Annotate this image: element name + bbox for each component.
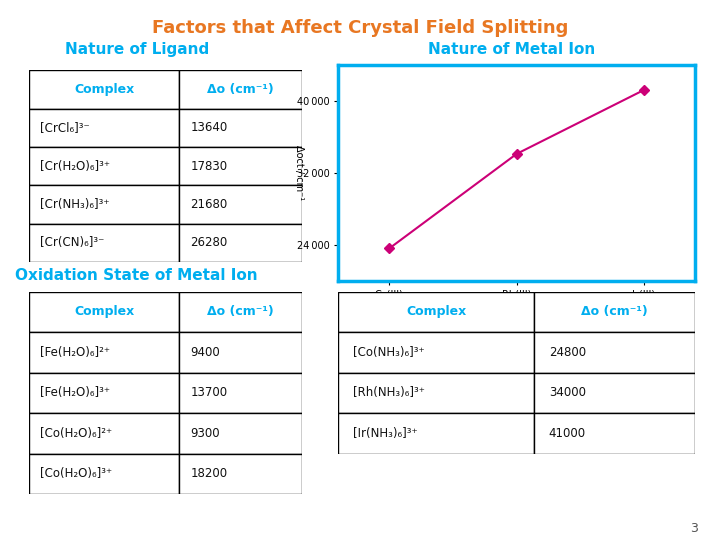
- Text: 13640: 13640: [190, 121, 228, 134]
- Text: Complex: Complex: [74, 305, 134, 319]
- FancyBboxPatch shape: [179, 147, 302, 185]
- FancyBboxPatch shape: [534, 332, 695, 373]
- FancyBboxPatch shape: [29, 147, 179, 185]
- FancyBboxPatch shape: [29, 70, 179, 109]
- Text: Nature of Ligand: Nature of Ligand: [65, 42, 209, 57]
- Text: Δo (cm⁻¹): Δo (cm⁻¹): [581, 305, 648, 319]
- Text: 34000: 34000: [549, 386, 585, 400]
- FancyBboxPatch shape: [179, 292, 302, 332]
- FancyBboxPatch shape: [338, 373, 534, 413]
- FancyBboxPatch shape: [29, 413, 179, 454]
- Text: 9400: 9400: [190, 346, 220, 359]
- FancyBboxPatch shape: [179, 454, 302, 494]
- FancyBboxPatch shape: [179, 413, 302, 454]
- Text: Complex: Complex: [74, 83, 134, 96]
- Text: Δo (cm⁻¹): Δo (cm⁻¹): [207, 83, 274, 96]
- Text: [Co(H₂O)₆]²⁺: [Co(H₂O)₆]²⁺: [40, 427, 112, 440]
- Text: [CrCl₆]³⁻: [CrCl₆]³⁻: [40, 121, 89, 134]
- Y-axis label: Δoct / cm⁻¹: Δoct / cm⁻¹: [294, 145, 304, 200]
- FancyBboxPatch shape: [179, 373, 302, 413]
- Text: Nature of Metal Ion: Nature of Metal Ion: [428, 42, 595, 57]
- Text: [Rh(NH₃)₆]³⁺: [Rh(NH₃)₆]³⁺: [353, 386, 425, 400]
- Text: Oxidation State of Metal Ion: Oxidation State of Metal Ion: [16, 268, 258, 284]
- Text: 9300: 9300: [190, 427, 220, 440]
- FancyBboxPatch shape: [29, 292, 179, 332]
- FancyBboxPatch shape: [338, 292, 534, 332]
- FancyBboxPatch shape: [534, 373, 695, 413]
- FancyBboxPatch shape: [29, 332, 179, 373]
- Text: Complex: Complex: [406, 305, 467, 319]
- Text: [Cr(NH₃)₆]³⁺: [Cr(NH₃)₆]³⁺: [40, 198, 109, 211]
- Text: [Co(H₂O)₆]³⁺: [Co(H₂O)₆]³⁺: [40, 467, 112, 481]
- Text: 18200: 18200: [190, 467, 228, 481]
- Text: 26280: 26280: [190, 236, 228, 249]
- Text: 13700: 13700: [190, 386, 228, 400]
- Text: Factors that Affect Crystal Field Splitting: Factors that Affect Crystal Field Splitt…: [152, 19, 568, 37]
- FancyBboxPatch shape: [534, 292, 695, 332]
- Text: [Fe(H₂O)₆]²⁺: [Fe(H₂O)₆]²⁺: [40, 346, 109, 359]
- Text: [Co(NH₃)₆]³⁺: [Co(NH₃)₆]³⁺: [353, 346, 424, 359]
- FancyBboxPatch shape: [534, 413, 695, 454]
- Text: [Cr(CN)₆]³⁻: [Cr(CN)₆]³⁻: [40, 236, 104, 249]
- FancyBboxPatch shape: [179, 224, 302, 262]
- FancyBboxPatch shape: [179, 185, 302, 224]
- FancyBboxPatch shape: [338, 413, 534, 454]
- Text: Group 9 metal centre: Group 9 metal centre: [464, 320, 569, 330]
- Text: 3: 3: [690, 522, 698, 535]
- FancyBboxPatch shape: [29, 185, 179, 224]
- FancyBboxPatch shape: [29, 454, 179, 494]
- Text: [Cr(H₂O)₆]³⁺: [Cr(H₂O)₆]³⁺: [40, 159, 109, 173]
- FancyBboxPatch shape: [29, 373, 179, 413]
- FancyBboxPatch shape: [29, 109, 179, 147]
- FancyBboxPatch shape: [29, 224, 179, 262]
- FancyBboxPatch shape: [179, 109, 302, 147]
- Text: Δo (cm⁻¹): Δo (cm⁻¹): [207, 305, 274, 319]
- FancyBboxPatch shape: [179, 70, 302, 109]
- FancyBboxPatch shape: [179, 332, 302, 373]
- Text: 21680: 21680: [190, 198, 228, 211]
- Text: 24800: 24800: [549, 346, 586, 359]
- FancyBboxPatch shape: [338, 332, 534, 373]
- Text: 17830: 17830: [190, 159, 228, 173]
- Text: 41000: 41000: [549, 427, 586, 440]
- Text: [Ir(NH₃)₆]³⁺: [Ir(NH₃)₆]³⁺: [353, 427, 418, 440]
- Text: [Fe(H₂O)₆]³⁺: [Fe(H₂O)₆]³⁺: [40, 386, 109, 400]
